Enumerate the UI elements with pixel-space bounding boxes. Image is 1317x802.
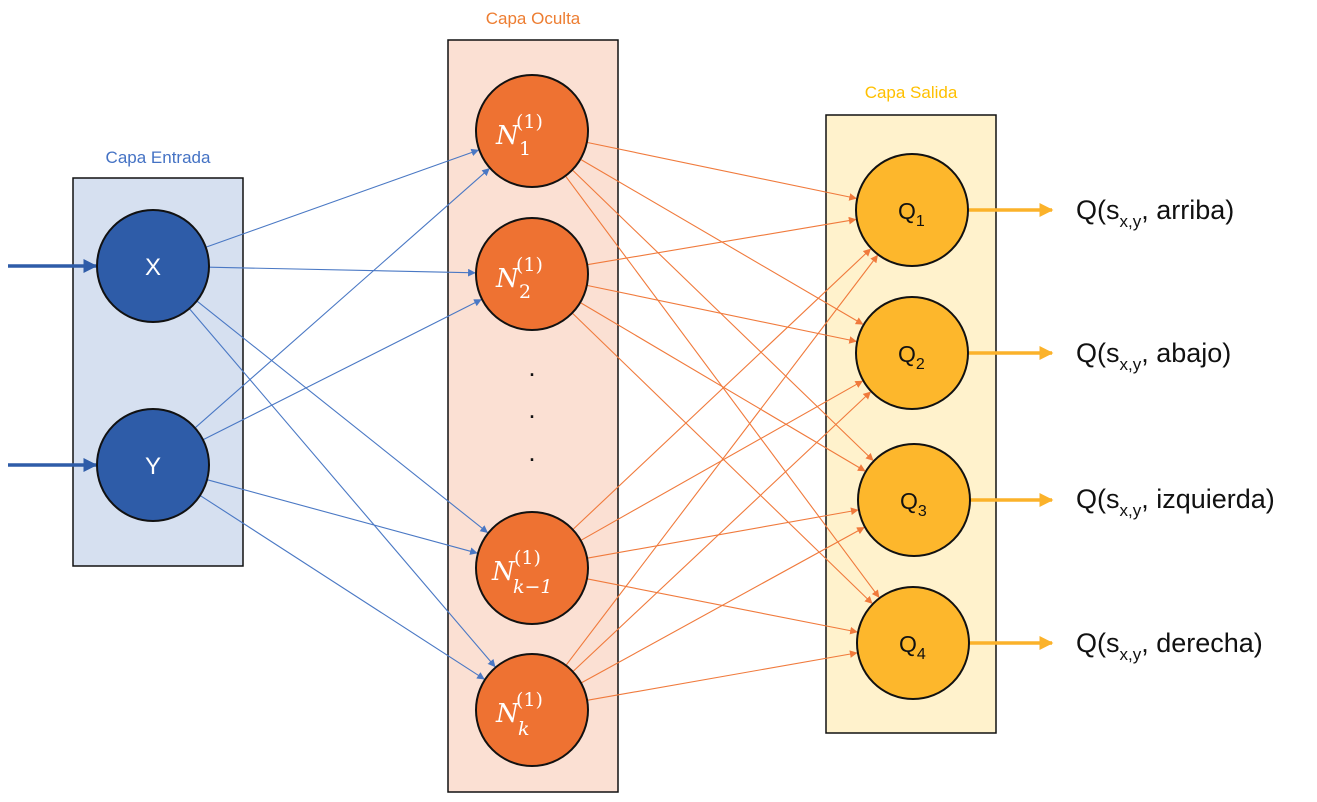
output-label-derecha: Q(sx,y, derecha) [1076,628,1263,664]
output-label-sub: x,y [1120,501,1142,520]
input-node-x: X [96,209,210,323]
hidden-node-sub: k [518,718,530,740]
output-label-sub: x,y [1120,645,1142,664]
input-layer-title: Capa Entrada [106,148,211,167]
input-hidden-edge [196,300,489,533]
ellipsis-dot: . [528,394,535,424]
ellipsis-dot: . [528,352,535,382]
hidden-node-sup: (1) [516,254,543,276]
output-label-suffix: , arriba) [1141,195,1234,225]
input-node-label: Y [145,453,161,480]
svg-text:Q2: Q2 [898,341,925,373]
output-node-q3: Q3 [857,443,971,557]
svg-text:N: N [495,121,520,151]
hidden-node-2: N (1) 2 [475,217,589,331]
output-layer-title: Capa Salida [865,83,958,102]
hidden-output-edge [586,284,857,344]
svg-text:Q1: Q1 [898,198,925,230]
input-hidden-edge [206,479,478,555]
output-node-sub: 4 [917,646,926,663]
svg-text:Q3: Q3 [900,488,927,520]
hidden-node-base: N [491,557,516,587]
output-label-suffix: , abajo) [1141,338,1231,368]
output-node-sub: 3 [918,503,927,520]
output-label-arriba: Q(sx,y, arriba) [1076,195,1234,231]
output-node-base: Q [900,488,918,514]
input-hidden-edge [199,494,485,680]
hidden-node-base: N [495,264,520,294]
hidden-layer-title: Capa Oculta [486,9,581,28]
output-node-q4: Q4 [856,586,970,700]
input-node-label: X [145,254,161,281]
hidden-output-edge [572,391,872,673]
hidden-output-edge [587,650,858,701]
output-label-sub: x,y [1120,212,1142,231]
output-label-sub: x,y [1120,355,1142,374]
svg-text:N: N [491,557,516,587]
output-label-prefix: Q(s [1076,338,1120,368]
hidden-node-k-minus-1: N (1) k−1 [475,511,589,625]
hidden-node-sub: 1 [519,138,531,160]
output-arrows [968,203,1054,650]
output-node-q1: Q1 [855,153,969,267]
svg-text:N: N [495,264,520,294]
output-label-suffix: , izquierda) [1141,484,1275,514]
hidden-node-sup: (1) [516,689,543,711]
input-hidden-edge [188,308,496,668]
hidden-node-sub: 2 [519,281,531,303]
output-node-base: Q [898,198,916,224]
hidden-node-sub: k−1 [513,576,553,598]
hidden-node-base: N [495,121,520,151]
hidden-output-edge [571,312,873,604]
input-arrows [8,259,98,472]
output-label-prefix: Q(s [1076,195,1120,225]
hidden-output-edge [580,526,865,684]
hidden-node-sup: (1) [514,547,541,569]
input-hidden-edge [202,299,482,441]
hidden-output-edge [579,302,866,472]
output-node-sub: 2 [916,356,925,373]
input-node-y: Y [96,408,210,522]
edges-hidden-output [564,141,880,701]
input-hidden-edge [194,168,490,429]
input-hidden-edge [208,266,476,277]
svg-text:N: N [495,699,520,729]
ellipsis-dot: . [528,437,535,467]
output-label-abajo: Q(sx,y, abajo) [1076,338,1231,374]
output-label-suffix: , derecha) [1141,628,1263,658]
output-node-sub: 1 [916,213,925,230]
output-node-q2: Q2 [855,296,969,410]
output-label-izquierda: Q(sx,y, izquierda) [1076,484,1275,520]
hidden-node-sup: (1) [516,111,543,133]
hidden-node-k: N (1) k [475,653,589,767]
output-node-base: Q [898,341,916,367]
hidden-node-1: N (1) 1 [475,74,589,188]
hidden-output-edge [587,216,857,266]
input-hidden-edge [205,148,480,248]
hidden-output-edge [571,169,874,461]
hidden-output-edge [587,507,859,559]
hidden-ellipsis: . . . [528,352,535,467]
output-label-prefix: Q(s [1076,484,1120,514]
hidden-output-edge [586,141,857,201]
hidden-node-base: N [495,699,520,729]
edges-input-hidden [188,148,496,680]
hidden-output-edge [565,254,878,666]
output-label-prefix: Q(s [1076,628,1120,658]
output-node-base: Q [899,631,917,657]
hidden-output-edge [572,248,872,530]
svg-text:Q4: Q4 [899,631,926,663]
